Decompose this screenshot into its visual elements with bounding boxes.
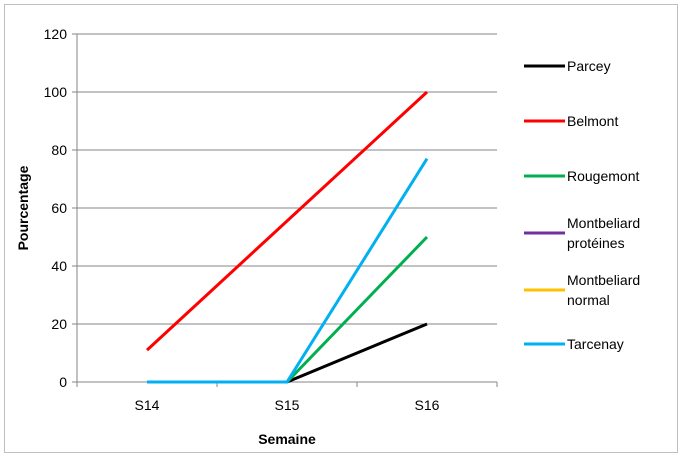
y-tick-label: 80: [51, 142, 67, 158]
y-tick-label: 120: [44, 26, 68, 42]
series-line-tarcenay: [147, 157, 429, 384]
legend-label: Rougemont: [567, 168, 639, 184]
y-tick-label: 40: [51, 258, 67, 274]
x-tick-label: S15: [275, 397, 300, 413]
legend-label: Montbeliard: [567, 215, 640, 231]
y-tick-labels: 0 20 40 60 80 100 120: [44, 26, 68, 390]
legend-label: Belmont: [567, 113, 618, 129]
gridlines: [72, 33, 498, 387]
legend-label: protéines: [567, 235, 625, 251]
y-axis-label: Pourcentage: [15, 165, 31, 250]
y-tick-label: 100: [44, 84, 68, 100]
series-line-rougemont: [285, 235, 429, 384]
series-lines: [145, 90, 429, 384]
legend-label: Montbeliard: [567, 272, 640, 288]
y-tick-label: 20: [51, 316, 67, 332]
x-tick-label: S16: [415, 397, 440, 413]
series-line-belmont: [145, 90, 429, 352]
y-tick-label: 0: [59, 374, 67, 390]
legend-label: Tarcenay: [567, 336, 624, 352]
series-line-parcey: [286, 322, 428, 384]
x-tick-labels: S14 S15 S16: [135, 397, 440, 413]
x-axis-label: Semaine: [258, 431, 316, 447]
legend-label: normal: [567, 292, 610, 308]
x-tick-label: S14: [135, 397, 160, 413]
legend: Parcey Belmont Rougemont Montbeliard protéin…: [524, 58, 640, 352]
legend-label: Parcey: [567, 58, 611, 74]
y-tick-label: 60: [51, 200, 67, 216]
chart-frame: [4, 4, 678, 453]
